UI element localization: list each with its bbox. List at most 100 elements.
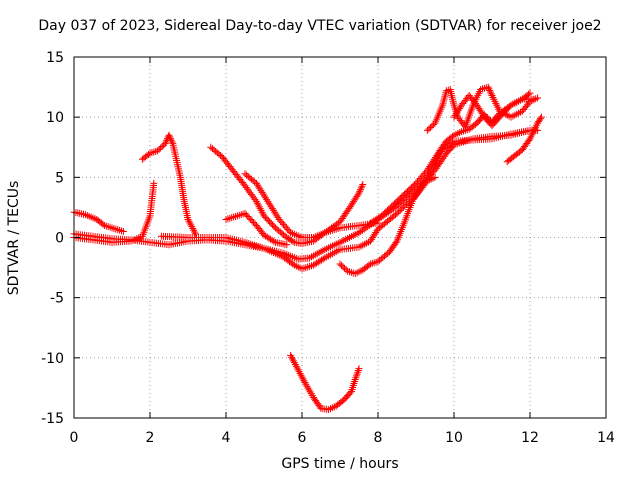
data-point: [365, 261, 373, 269]
data-point: [355, 189, 363, 197]
data-point: [277, 217, 285, 225]
data-point: [155, 145, 163, 153]
data-point: [287, 351, 295, 359]
data-point: [301, 379, 309, 387]
data-point: [295, 368, 303, 376]
data-point: [422, 175, 430, 183]
data-point: [525, 136, 533, 144]
data-point: [302, 264, 310, 272]
data-point: [244, 212, 252, 220]
series-arc-3: [70, 179, 158, 246]
data-point: [167, 136, 175, 144]
y-tick-label: 10: [46, 110, 64, 126]
data-point: [427, 161, 435, 169]
y-tick-label: 15: [46, 50, 64, 66]
data-point: [271, 208, 279, 216]
x-tick-label: 8: [374, 430, 383, 446]
data-point: [258, 188, 266, 196]
data-point: [487, 90, 495, 98]
data-point: [428, 159, 436, 167]
data-point: [351, 375, 359, 383]
data-point: [300, 264, 308, 272]
data-point: [282, 224, 290, 232]
data-point: [257, 206, 265, 214]
data-point: [498, 110, 506, 118]
data-point: [413, 178, 421, 186]
x-tick-label: 0: [70, 430, 79, 446]
data-point: [368, 259, 376, 267]
data-point: [526, 89, 534, 97]
data-point: [217, 152, 225, 160]
y-tick-label: 5: [55, 170, 64, 186]
grid: [74, 57, 606, 418]
data-point: [429, 157, 437, 165]
data-point: [292, 362, 300, 370]
data-point: [339, 263, 347, 271]
data-point: [269, 221, 277, 229]
data-point: [463, 126, 471, 134]
data-point: [418, 173, 426, 181]
data-point: [260, 192, 268, 200]
data-point: [298, 373, 306, 381]
data-point: [448, 138, 456, 146]
data-point: [289, 357, 297, 365]
data-point: [497, 112, 505, 120]
axis-ticks: 0 2 4 6 8 10 12 14 -15 -10 -5 0 5 10 15: [41, 50, 615, 446]
data-point: [399, 203, 407, 211]
y-tick-label: -5: [50, 291, 64, 307]
data-point: [256, 185, 264, 193]
data-point: [258, 208, 266, 216]
data-point: [253, 199, 261, 207]
data-point: [273, 212, 281, 220]
data-point: [425, 164, 433, 172]
data-point: [118, 227, 125, 235]
data-point: [289, 237, 297, 245]
data-point: [222, 215, 230, 223]
data-point: [293, 364, 301, 372]
data-point: [300, 377, 308, 385]
data-point: [108, 224, 116, 232]
data-point: [398, 205, 406, 213]
y-tick-label: -10: [41, 351, 64, 367]
data-point: [235, 211, 243, 219]
data-point: [106, 223, 114, 231]
data-point: [255, 203, 263, 211]
data-point: [157, 144, 165, 152]
data-point: [354, 368, 362, 376]
data-point: [270, 206, 277, 214]
data-point: [144, 150, 152, 158]
data-point: [188, 223, 196, 231]
data-point: [294, 263, 302, 271]
data-point: [226, 214, 234, 222]
data-point: [430, 155, 438, 163]
x-axis-label: GPS time / hours: [281, 456, 399, 472]
data-point: [355, 365, 363, 373]
data-point: [166, 133, 174, 141]
data-point: [486, 86, 494, 94]
data-point: [423, 166, 431, 174]
data-point: [352, 372, 360, 380]
data-point: [267, 219, 275, 227]
series-arc-1: [70, 208, 127, 235]
data-point: [524, 90, 532, 98]
data-point: [192, 230, 200, 238]
data-point: [224, 215, 232, 223]
data-point: [304, 263, 312, 271]
data-point: [432, 158, 440, 166]
x-tick-label: 6: [298, 430, 307, 446]
data-point: [395, 208, 403, 216]
data-point: [460, 138, 467, 146]
data-point: [254, 201, 262, 209]
data-point: [485, 85, 493, 93]
data-point: [102, 222, 110, 230]
data-point: [248, 217, 256, 225]
data-point: [426, 124, 434, 132]
data-point: [187, 221, 195, 229]
data-point: [284, 225, 292, 233]
data-point: [251, 196, 259, 204]
data-point: [256, 205, 264, 213]
data-point: [242, 211, 250, 219]
data-point: [119, 227, 127, 235]
data-point: [275, 215, 283, 223]
